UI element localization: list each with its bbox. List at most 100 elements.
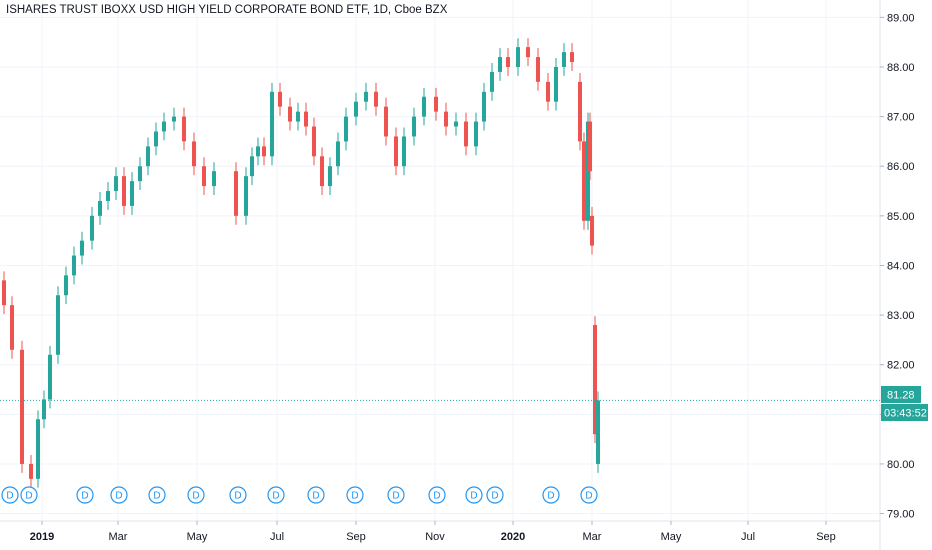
svg-text:D: D (351, 491, 358, 502)
candle (262, 137, 266, 166)
candle (384, 97, 388, 146)
x-tick-label: Jul (270, 531, 284, 543)
candle (412, 107, 416, 146)
x-tick-label: May (661, 531, 682, 543)
svg-text:D: D (585, 491, 592, 502)
dividend-icon[interactable]: D (346, 486, 364, 504)
candle (296, 102, 300, 131)
time-axis[interactable]: 2019 Mar May Jul Sep Nov 2020 Mar May Jul Sep (30, 521, 836, 543)
chart-grid (0, 0, 880, 521)
dividend-icon[interactable]: D (1, 486, 19, 504)
dividend-icon[interactable]: D (229, 486, 247, 504)
dividend-icon[interactable]: D (20, 486, 38, 504)
y-tick-label: 86.00 (887, 161, 915, 173)
dividend-icon[interactable]: D (148, 486, 166, 504)
candle (464, 112, 468, 156)
candle (394, 127, 398, 176)
candle (29, 455, 33, 488)
candle (10, 296, 14, 359)
candle (526, 38, 530, 66)
x-tick-label: Sep (346, 531, 366, 543)
y-tick-label: 83.00 (887, 310, 915, 322)
countdown-badge: 03:43:52 (881, 404, 928, 421)
svg-text:D: D (153, 491, 160, 502)
candle (192, 132, 196, 176)
svg-text:D: D (115, 491, 122, 502)
candle (444, 102, 448, 136)
candle (244, 167, 248, 225)
svg-text:D: D (312, 491, 319, 502)
candle (596, 391, 600, 473)
svg-text:D: D (25, 491, 32, 502)
dividend-icon[interactable]: D (387, 486, 405, 504)
candle (422, 87, 426, 126)
candle (106, 182, 110, 210)
candle (48, 345, 52, 409)
y-tick-label: 88.00 (887, 62, 915, 74)
y-tick-label: 80.00 (887, 459, 915, 471)
candle (588, 112, 592, 181)
dividend-icon[interactable]: D (187, 486, 205, 504)
candle (212, 162, 216, 196)
candle (270, 82, 274, 166)
dividend-icon[interactable]: D (486, 486, 504, 504)
candle (90, 206, 94, 250)
dividend-icon[interactable]: D (580, 486, 598, 504)
candle (546, 72, 550, 111)
x-tick-label: Sep (816, 531, 836, 543)
candle (234, 162, 238, 225)
candle (42, 390, 46, 429)
dividend-icon[interactable]: D (307, 486, 325, 504)
candle (256, 137, 260, 166)
y-tick-label: 84.00 (887, 260, 915, 272)
svg-text:D: D (272, 491, 279, 502)
dividend-icon[interactable]: D (267, 486, 285, 504)
candle (454, 112, 458, 136)
candle (498, 48, 502, 81)
candle (56, 286, 60, 364)
candle (364, 82, 368, 111)
price-axis[interactable]: 79.0080.0081.0082.0083.0084.0085.0086.00… (880, 12, 915, 521)
y-tick-label: 82.00 (887, 360, 915, 372)
candle (138, 157, 142, 191)
x-tick-label: Mar (583, 531, 602, 543)
candle (98, 192, 102, 225)
candle (402, 127, 406, 176)
y-tick-label: 89.00 (887, 12, 915, 24)
candle (278, 82, 282, 116)
candle (122, 167, 126, 215)
candle (304, 102, 308, 136)
candle (374, 82, 378, 116)
svg-text:D: D (547, 491, 554, 502)
x-tick-label: Jul (741, 531, 755, 543)
dividend-icon[interactable]: D (465, 486, 483, 504)
candle (578, 72, 582, 151)
bar-countdown: 03:43:52 (884, 408, 927, 420)
candle (20, 340, 24, 473)
svg-text:D: D (433, 491, 440, 502)
candle (582, 132, 586, 230)
candle (202, 157, 206, 196)
candle (490, 63, 494, 101)
svg-text:D: D (192, 491, 199, 502)
candle (593, 316, 597, 444)
candle (344, 107, 348, 151)
candle (516, 38, 520, 76)
candle (182, 107, 186, 151)
candle (354, 92, 358, 126)
dividend-icon[interactable]: D (76, 486, 94, 504)
y-tick-label: 79.00 (887, 509, 915, 521)
candle (312, 117, 316, 166)
candle (474, 112, 478, 156)
candle (172, 107, 176, 131)
candle (336, 132, 340, 176)
dividend-icon[interactable]: D (110, 486, 128, 504)
dividend-icon[interactable]: D (542, 486, 560, 504)
chart-title: ISHARES TRUST IBOXX USD HIGH YIELD CORPO… (6, 4, 448, 16)
dividend-icon[interactable]: D (428, 486, 446, 504)
x-tick-label: 2020 (501, 531, 525, 543)
svg-text:D: D (392, 491, 399, 502)
y-tick-label: 85.00 (887, 211, 915, 223)
